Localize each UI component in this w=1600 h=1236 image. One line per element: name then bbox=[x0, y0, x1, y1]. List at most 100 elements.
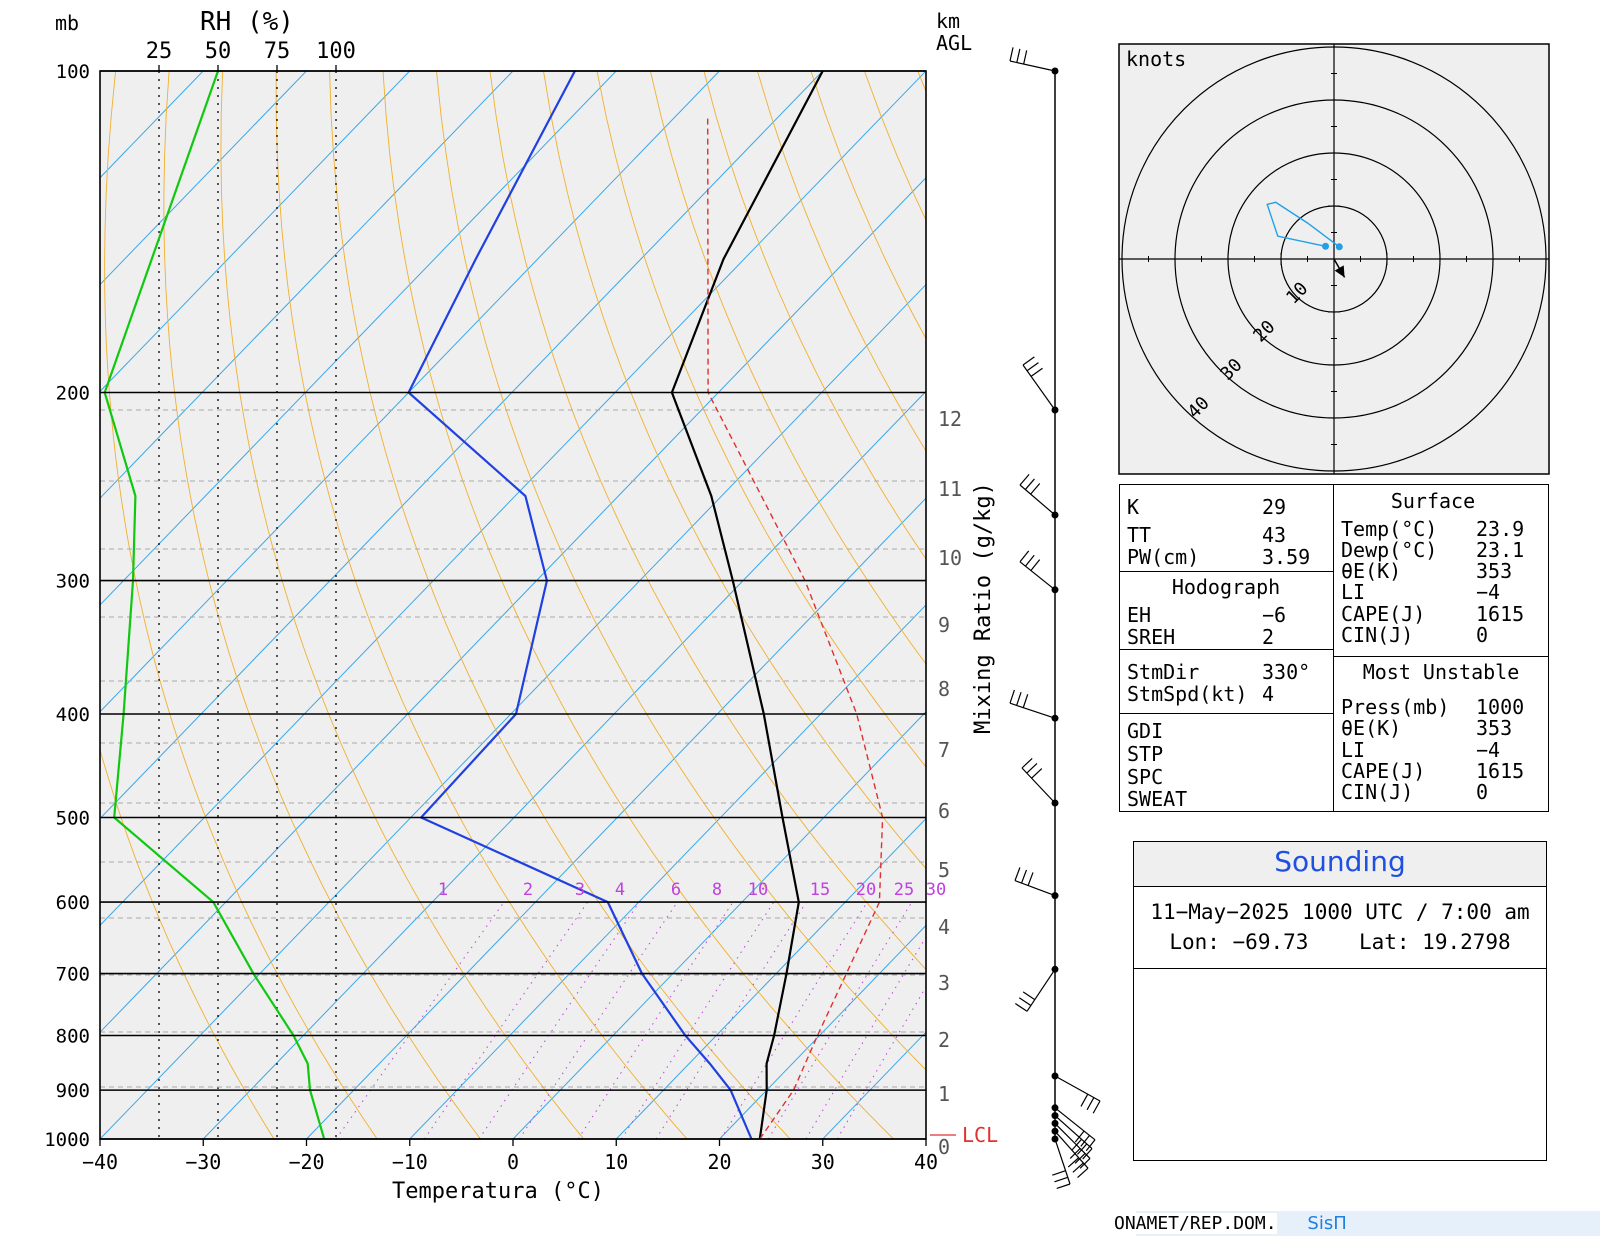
wind-barb bbox=[1054, 1115, 1093, 1150]
pressure-labels: 100 200 300 400 500 600 700 800 900 1000 bbox=[44, 61, 90, 1151]
isotherm-line bbox=[100, 71, 720, 713]
wind-barb bbox=[1054, 1138, 1071, 1185]
pressure-label: 900 bbox=[56, 1080, 90, 1102]
wind-barb-feather bbox=[1056, 1183, 1071, 1189]
indices-table bbox=[1119, 484, 1549, 812]
wind-barb-feather bbox=[1026, 362, 1039, 372]
surface-value-cape: 1615 bbox=[1476, 602, 1525, 626]
unstable-value-li: −4 bbox=[1476, 738, 1501, 762]
storm-motion-arrowhead bbox=[1334, 265, 1345, 278]
dry-adiabat-line bbox=[649, 71, 926, 665]
wind-barb-feather bbox=[1022, 694, 1029, 708]
index-label-pw: PW(cm) bbox=[1127, 545, 1200, 569]
x-axis-title: Temperatura (°C) bbox=[392, 1179, 604, 1204]
temperature-tick-label: 20 bbox=[707, 1150, 731, 1174]
index-label-spc: SPC bbox=[1127, 765, 1164, 789]
rh-tick-label: 75 bbox=[264, 39, 291, 64]
sounding-datetime: 11−May−2025 1000 UTC / 7:00 am bbox=[1150, 900, 1530, 924]
surface-label-dewp: Dewp(°C) bbox=[1341, 538, 1438, 562]
index-value-pw: 3.59 bbox=[1262, 545, 1311, 569]
wind-barb bbox=[1019, 484, 1056, 516]
mixing-ratio-labels: 1 2 3 4 6 8 10 15 20 25 30 bbox=[438, 880, 946, 900]
unstable-label-press: Press(mb) bbox=[1341, 695, 1450, 719]
dry-adiabat-line bbox=[275, 71, 688, 1139]
mixing-ratio-title: Mixing Ratio (g/kg) bbox=[971, 482, 996, 734]
sounding-info-box bbox=[1133, 841, 1547, 1161]
height-km-label: 1 bbox=[938, 1082, 950, 1106]
wind-barb-feather bbox=[1092, 1100, 1101, 1114]
footer-org: ONAMET/REP.DOM. bbox=[1114, 1213, 1277, 1234]
surface-label-thetae: θE(K) bbox=[1341, 559, 1402, 583]
height-km-label: 5 bbox=[938, 858, 950, 882]
index-label-stmspd: StmSpd(kt) bbox=[1127, 682, 1248, 706]
mixing-ratio-label: 1 bbox=[438, 880, 448, 900]
unstable-value-cape: 1615 bbox=[1476, 759, 1525, 783]
surface-section-title: Surface bbox=[1390, 489, 1476, 513]
isotherm-line bbox=[306, 497, 926, 1139]
index-label-stmdir: StmDir bbox=[1127, 660, 1200, 684]
wind-barb-feather bbox=[1026, 763, 1038, 774]
wind-barb-feather bbox=[1024, 478, 1035, 490]
wind-barb-feather bbox=[1019, 550, 1030, 563]
wind-barb-feather bbox=[1074, 1130, 1085, 1143]
wind-barb-feather bbox=[1031, 768, 1043, 779]
mixing-ratio-line bbox=[423, 901, 589, 1139]
wind-barb bbox=[1019, 561, 1056, 591]
pressure-unit-label: mb bbox=[55, 11, 79, 35]
rh-tick-label: 100 bbox=[316, 39, 356, 64]
pressure-label: 100 bbox=[56, 61, 90, 83]
dry-adiabat-line bbox=[104, 71, 378, 1139]
unstable-label-cin: CIN(J) bbox=[1341, 780, 1414, 804]
isotherm-line bbox=[100, 71, 824, 820]
surface-value-dewp: 23.1 bbox=[1476, 538, 1525, 562]
wind-barb bbox=[1054, 1075, 1101, 1102]
index-value-sreh: 2 bbox=[1262, 625, 1275, 649]
index-label-stp: STP bbox=[1127, 742, 1164, 766]
wind-barb-column bbox=[1009, 47, 1101, 1189]
wind-barb-feather bbox=[1027, 872, 1034, 886]
index-label-k: K bbox=[1127, 495, 1140, 519]
hodograph-section-title: Hodograph bbox=[1171, 575, 1281, 599]
footer-bar: ONAMET/REP.DOM. SisΠ bbox=[1114, 1211, 1600, 1236]
temperature-tick-label: 40 bbox=[914, 1150, 938, 1174]
index-value-k: 29 bbox=[1262, 495, 1287, 519]
temperature-tick-label: −20 bbox=[288, 1150, 324, 1174]
wind-barb-feather bbox=[1022, 991, 1036, 1001]
wind-barb-feather bbox=[1020, 869, 1028, 884]
height-km-label: 3 bbox=[938, 971, 950, 995]
unstable-label-li: LI bbox=[1341, 738, 1366, 762]
index-label-sreh: SREH bbox=[1127, 625, 1176, 649]
mixing-ratio-label: 20 bbox=[856, 880, 876, 900]
wind-barb-feather bbox=[1016, 691, 1022, 706]
wind-barb bbox=[1054, 1107, 1096, 1141]
wind-barb-feather bbox=[1009, 47, 1014, 62]
index-value-stmdir: 330° bbox=[1262, 660, 1311, 684]
skewt-axes bbox=[99, 65, 927, 1146]
surface-value-li: −4 bbox=[1476, 580, 1501, 604]
height-km-label: 2 bbox=[938, 1028, 950, 1052]
pressure-label: 300 bbox=[56, 571, 90, 593]
hodograph-unit-label: knots bbox=[1126, 47, 1186, 71]
unstable-value-thetae: 353 bbox=[1476, 716, 1513, 740]
temperature-tick-label: 30 bbox=[811, 1150, 835, 1174]
mixing-ratio-label: 3 bbox=[575, 880, 585, 900]
km-label-1: km bbox=[936, 9, 960, 33]
wind-barb-feather bbox=[1072, 1162, 1084, 1173]
height-km-label: 9 bbox=[938, 613, 950, 637]
relative_humidity-line bbox=[103, 70, 326, 1140]
wind-barb-feather bbox=[1015, 1003, 1028, 1012]
surface-value-cin: 0 bbox=[1476, 623, 1489, 647]
surface-value-temp: 23.9 bbox=[1476, 517, 1525, 541]
wind-barb-feather bbox=[1052, 1170, 1066, 1176]
pressure-label: 400 bbox=[56, 704, 90, 726]
indices-rule bbox=[1333, 656, 1549, 657]
surface-label-cape: CAPE(J) bbox=[1341, 602, 1426, 626]
isotherm-line bbox=[100, 71, 926, 927]
temperature-tick-labels: −40 −30 −20 −10 0 10 20 30 40 bbox=[82, 1150, 938, 1174]
dry-adiabat-line bbox=[436, 71, 926, 1071]
wind-barb bbox=[1009, 702, 1056, 719]
pressure-label: 1000 bbox=[44, 1129, 90, 1151]
skewt-chart: mb RH (%) 25 50 75 100 km AGL 1002003004005… bbox=[44, 7, 998, 1204]
wind-barb bbox=[1009, 60, 1056, 72]
wind-barb-feather bbox=[1019, 473, 1030, 486]
